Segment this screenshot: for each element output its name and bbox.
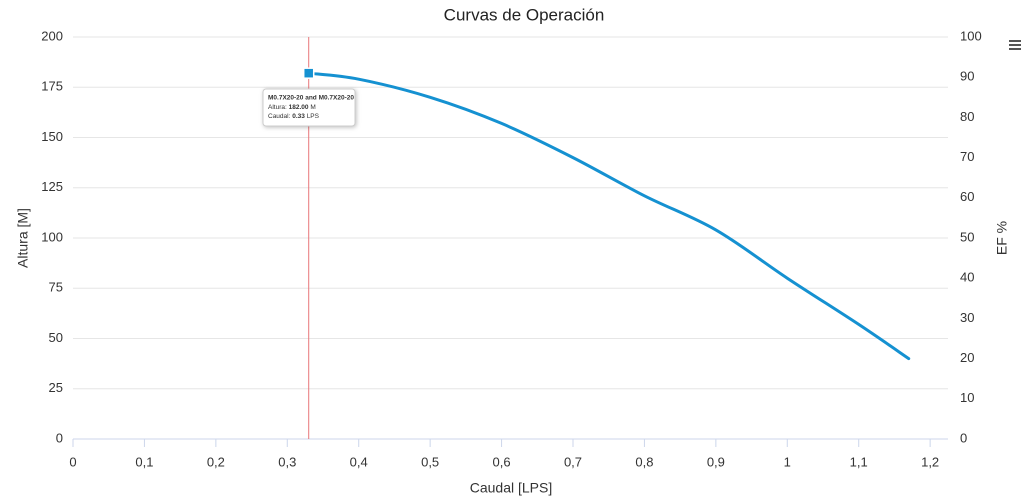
menu-bar — [1009, 40, 1021, 42]
y2-tick-label: 30 — [960, 310, 974, 325]
tooltip-value: 0.33 — [292, 113, 305, 120]
tooltip-label: Caudal: — [268, 113, 291, 120]
menu-icon[interactable] — [1009, 40, 1021, 50]
tooltip-title: M0.7X20-20 and M0.7X20-20 — [268, 95, 354, 102]
tooltip-unit: LPS — [307, 113, 320, 120]
x-tick-label: 1,1 — [850, 454, 868, 469]
x-axis-title: Caudal [LPS] — [470, 480, 553, 496]
y2-tick-label: 20 — [960, 350, 974, 365]
y-tick-label: 75 — [49, 280, 63, 295]
x-tick-label: 0 — [69, 454, 76, 469]
x-tick-label: 0,4 — [350, 454, 368, 469]
y-tick-label: 175 — [41, 79, 63, 94]
y-tick-label: 50 — [49, 330, 63, 345]
tooltip-label: Altura: — [268, 104, 287, 111]
x-tick-label: 1,2 — [921, 454, 939, 469]
y-tick-label: 200 — [41, 28, 63, 43]
grid: 0255075100125150175200010203040506070809… — [41, 28, 981, 469]
tooltip-box — [262, 88, 356, 127]
y-axis-title: Altura [M] — [15, 208, 31, 268]
x-tick-label: 0,9 — [707, 454, 725, 469]
x-tick-label: 0,3 — [278, 454, 296, 469]
tooltip: M0.7X20-20 and M0.7X20-20 Altura: 182.00… — [262, 88, 356, 127]
x-tick-label: 0,7 — [564, 454, 582, 469]
y2-tick-label: 70 — [960, 149, 974, 164]
x-tick-label: 0,8 — [635, 454, 653, 469]
x-tick-label: 0,2 — [207, 454, 225, 469]
x-tick-label: 0,6 — [493, 454, 511, 469]
y-tick-label: 150 — [41, 129, 63, 144]
y2-tick-label: 0 — [960, 430, 967, 445]
x-tick-label: 0,5 — [421, 454, 439, 469]
chart-title: Curvas de Operación — [444, 5, 605, 24]
tooltip-line: Altura: 182.00 M — [268, 104, 316, 111]
x-tick-label: 1 — [784, 454, 791, 469]
menu-bar — [1009, 44, 1021, 46]
tooltip-unit: M — [310, 104, 315, 111]
tooltip-line: Caudal: 0.33 LPS — [268, 113, 320, 120]
highlight-point — [302, 67, 315, 79]
y-tick-label: 100 — [41, 229, 63, 244]
y2-tick-label: 10 — [960, 390, 974, 405]
x-tick-label: 0,1 — [135, 454, 153, 469]
y2-tick-label: 90 — [960, 69, 974, 84]
y2-tick-label: 100 — [960, 28, 982, 43]
y-tick-label: 0 — [56, 430, 63, 445]
series-line — [307, 71, 911, 361]
y-tick-label: 25 — [49, 380, 63, 395]
y2-tick-label: 60 — [960, 189, 974, 204]
y2-tick-label: 40 — [960, 270, 974, 285]
y-tick-label: 125 — [41, 179, 63, 194]
y2-axis-title: EF % — [994, 221, 1010, 255]
y2-tick-label: 50 — [960, 229, 974, 244]
menu-bar — [1009, 48, 1021, 50]
tooltip-value: 182.00 — [289, 104, 309, 111]
y2-tick-label: 80 — [960, 109, 974, 124]
